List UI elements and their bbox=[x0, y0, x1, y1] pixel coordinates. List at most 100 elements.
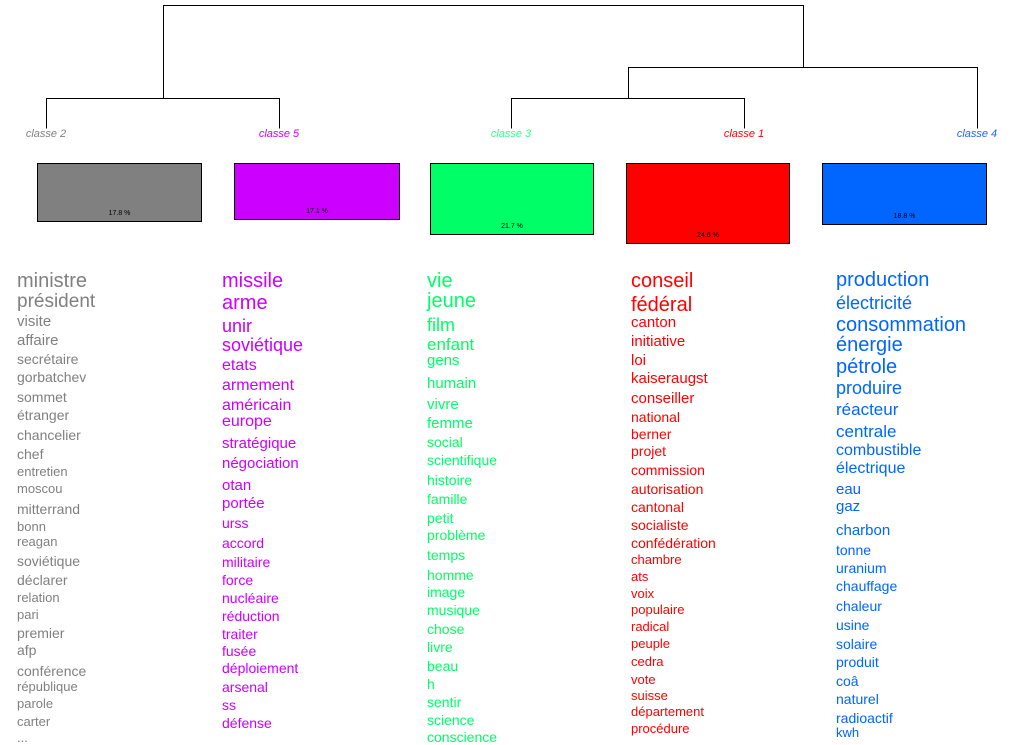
word-item: arme bbox=[222, 292, 268, 314]
word-item: confédération bbox=[631, 535, 716, 551]
word-item: missile bbox=[222, 270, 284, 292]
dendrogram bbox=[46, 5, 978, 129]
word-item: carter bbox=[17, 714, 51, 729]
class-percentage-label: 18.8 % bbox=[893, 213, 916, 220]
word-item: unir bbox=[222, 316, 253, 336]
dendrogram-link-root bbox=[163, 5, 804, 99]
word-item: chancelier bbox=[17, 427, 81, 443]
word-item: mitterrand bbox=[17, 501, 81, 517]
word-item: kwh bbox=[836, 725, 860, 740]
word-item: eau bbox=[836, 481, 862, 498]
word-item: kaiseraugst bbox=[631, 370, 708, 387]
word-item: radical bbox=[631, 619, 670, 634]
word-item: procédure bbox=[631, 721, 690, 736]
word-item: énergie bbox=[836, 334, 903, 356]
class-percentage-label: 21.7 % bbox=[501, 223, 523, 230]
word-item: affaire bbox=[17, 332, 59, 349]
word-item: combustible bbox=[836, 442, 922, 459]
word-column: conseil fédéral canton initiative loi kaisera… bbox=[631, 0, 821, 735]
word-item: radioactif bbox=[836, 710, 893, 726]
word-item: coâ bbox=[836, 673, 859, 689]
word-item: produit bbox=[836, 654, 879, 670]
word-item: américain bbox=[222, 397, 292, 414]
word-item: traiter bbox=[222, 626, 258, 642]
word-item: bonn bbox=[17, 519, 46, 534]
word-item: gens bbox=[427, 352, 460, 369]
word-item: premier bbox=[17, 625, 65, 641]
class-label: classe 2 bbox=[25, 128, 67, 140]
word-item: beau bbox=[427, 658, 459, 674]
word-item: ... bbox=[17, 730, 28, 745]
word-item: vote bbox=[631, 672, 656, 687]
word-item: initiative bbox=[631, 333, 686, 350]
word-item: science bbox=[427, 712, 475, 728]
word-item: soviétique bbox=[222, 335, 304, 355]
class-label: classe 5 bbox=[258, 128, 300, 140]
word-item: chauffage bbox=[836, 578, 898, 594]
word-item: tonne bbox=[836, 542, 872, 558]
word-item: suisse bbox=[631, 688, 668, 703]
word-item: commission bbox=[631, 462, 705, 478]
word-item: jeune bbox=[427, 290, 476, 312]
word-item: livre bbox=[427, 639, 453, 655]
class-percentage-label: 24.6 % bbox=[697, 232, 719, 239]
word-item: chaleur bbox=[836, 598, 882, 614]
word-item: chose bbox=[427, 621, 465, 637]
word-item: président bbox=[17, 291, 96, 312]
word-item: fusée bbox=[222, 643, 257, 659]
word-item: musique bbox=[427, 602, 480, 618]
word-item: film bbox=[427, 315, 455, 335]
word-item: réduction bbox=[222, 608, 280, 624]
word-item: visite bbox=[17, 313, 52, 330]
word-item: étranger bbox=[17, 407, 70, 423]
word-item: déploiement bbox=[222, 660, 299, 676]
class-label: classe 1 bbox=[723, 128, 765, 140]
word-item: famille bbox=[427, 491, 468, 507]
class-label: classe 4 bbox=[956, 128, 998, 140]
word-item: temps bbox=[427, 547, 466, 563]
word-item: fédéral bbox=[631, 294, 693, 316]
word-item: usine bbox=[836, 617, 870, 633]
word-item: centrale bbox=[836, 422, 897, 441]
word-item: chef bbox=[17, 446, 44, 462]
word-item: otan bbox=[222, 477, 252, 494]
dendrogram-link-2-5 bbox=[46, 98, 280, 129]
word-item: secrétaire bbox=[17, 351, 79, 367]
word-item: parole bbox=[17, 696, 54, 711]
word-item: consommation bbox=[836, 314, 967, 336]
word-item: peuple bbox=[631, 636, 671, 651]
word-item: stratégique bbox=[222, 435, 297, 452]
word-item: vie bbox=[427, 270, 453, 292]
word-item: loi bbox=[631, 352, 647, 369]
word-item: force bbox=[222, 572, 254, 588]
word-item: humain bbox=[427, 375, 477, 392]
word-item: ats bbox=[631, 569, 649, 584]
class-percentage-box: 17.1 % bbox=[234, 163, 400, 220]
word-item: entretien bbox=[17, 464, 68, 479]
word-item: électricité bbox=[836, 293, 913, 313]
word-item: conscience bbox=[427, 729, 498, 745]
class-percentage-label: 17.8 % bbox=[108, 210, 131, 217]
word-item: canton bbox=[631, 314, 677, 331]
word-item: négociation bbox=[222, 455, 299, 472]
word-item: production bbox=[836, 269, 930, 291]
word-item: problème bbox=[427, 527, 486, 543]
word-column: production électricité consommation énergie… bbox=[836, 0, 1024, 739]
word-item: etats bbox=[222, 357, 257, 374]
word-item: ministre bbox=[17, 270, 88, 292]
class-percentage-label: 17.1 % bbox=[306, 208, 328, 215]
class-percentage-box: 24.6 % bbox=[626, 163, 790, 244]
word-item: réacteur bbox=[836, 400, 899, 419]
dendrogram-link-3-1 bbox=[511, 98, 745, 129]
word-item: urss bbox=[222, 515, 249, 531]
word-item: scientifique bbox=[427, 452, 498, 468]
class-percentage-box: 17.8 % bbox=[37, 163, 202, 222]
word-column: vie jeune film enfant gens humain vivre femme so… bbox=[427, 0, 617, 744]
class-percentage-box: 18.8 % bbox=[822, 163, 987, 225]
word-item: gaz bbox=[836, 498, 861, 515]
word-item: populaire bbox=[631, 602, 685, 617]
word-item: solaire bbox=[836, 636, 878, 652]
word-item: défense bbox=[222, 715, 272, 731]
word-column: missile arme unir soviétique etats armement am… bbox=[222, 0, 412, 731]
word-item: charbon bbox=[836, 522, 891, 539]
